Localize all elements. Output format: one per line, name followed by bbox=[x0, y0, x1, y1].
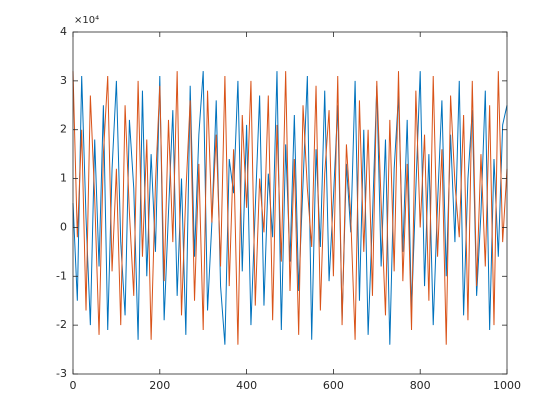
axes-box bbox=[72, 31, 508, 375]
exponent-label: ×10⁴ bbox=[74, 15, 99, 26]
y-tick-label: 3 bbox=[60, 74, 67, 87]
y-tick-label: -3 bbox=[56, 367, 67, 380]
x-tick-label: 200 bbox=[149, 379, 170, 392]
x-tick-label: 600 bbox=[323, 379, 344, 392]
data-line bbox=[72, 71, 508, 345]
x-tick-label: 800 bbox=[410, 379, 431, 392]
data-line bbox=[72, 71, 508, 345]
y-tick-label: -1 bbox=[56, 269, 67, 282]
x-tick-label: 1000 bbox=[493, 379, 521, 392]
y-tick-label: 4 bbox=[60, 25, 67, 38]
y-tick-label: -2 bbox=[56, 318, 67, 331]
x-tick-label: 0 bbox=[70, 379, 77, 392]
y-tick-label: 0 bbox=[60, 220, 67, 233]
y-tick-label: 2 bbox=[60, 123, 67, 136]
y-tick-label: 1 bbox=[60, 172, 67, 185]
x-tick-label: 400 bbox=[236, 379, 257, 392]
